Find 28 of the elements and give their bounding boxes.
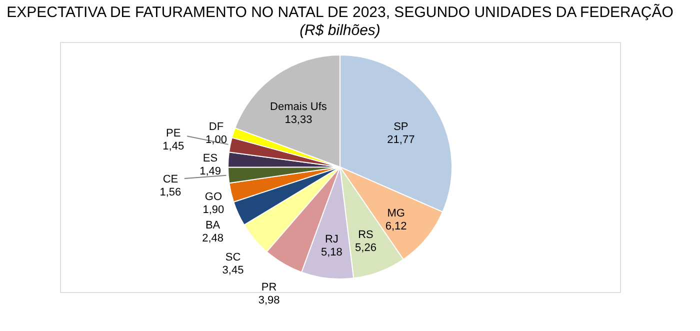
data-label: 3,45 (222, 264, 244, 276)
slice-label: MG (387, 207, 405, 220)
slice-label: BA (205, 219, 221, 232)
data-label: 3,98 (258, 294, 280, 307)
data-label: 1,45 (162, 140, 184, 152)
data-label: 1,90 (202, 204, 224, 216)
data-label: 13,33 (284, 114, 312, 126)
data-label: 21,77 (387, 134, 415, 146)
slice-label: RS (358, 229, 374, 242)
chart-title: EXPECTATIVA DE FATURAMENTO NO NATAL DE 2023, SEGUNDO UNIDADES DA FEDERAÇÃO (6, 3, 674, 21)
slice-label: CE (162, 173, 178, 186)
slice-label: GO (204, 190, 222, 203)
data-label: 1,56 (160, 186, 182, 198)
slice-label: PR (261, 282, 277, 294)
data-label: 5,26 (355, 242, 376, 254)
chart-subtitle: (R$ bilhões) (300, 22, 380, 39)
data-label: 1,49 (200, 166, 221, 178)
slice-label: PE (166, 127, 181, 140)
slice-label: SP (394, 121, 408, 134)
data-label: 5,18 (320, 246, 342, 258)
data-label: 6,12 (385, 220, 407, 232)
slice-label: Demais Ufs (270, 101, 328, 114)
slice-label: SC (225, 251, 241, 264)
slice-label: DF (208, 121, 224, 134)
slice-label: ES (202, 152, 218, 165)
slice-label: RJ (324, 233, 338, 246)
data-label: 2,48 (202, 232, 224, 244)
data-label: 1,00 (206, 134, 227, 146)
